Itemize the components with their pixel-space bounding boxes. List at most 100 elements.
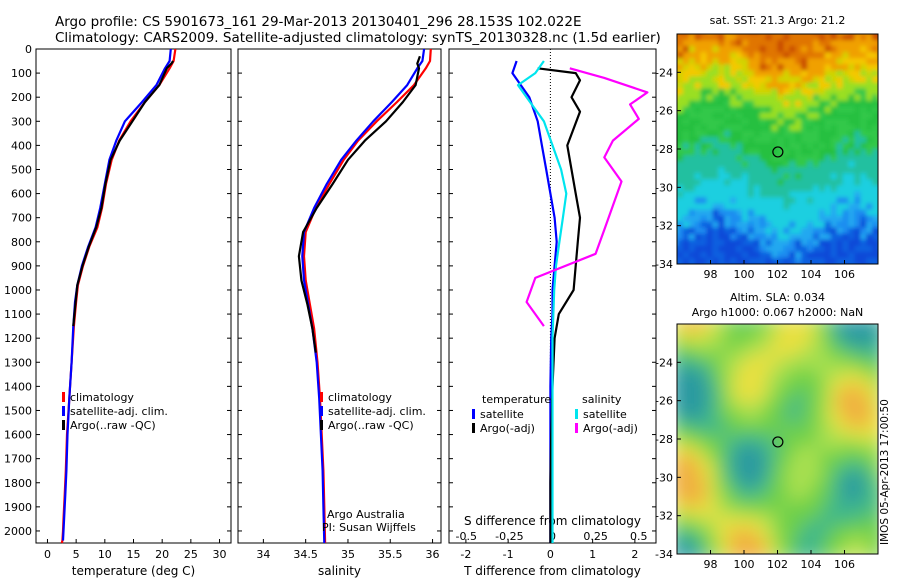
map-cell bbox=[736, 100, 743, 108]
map-cell bbox=[682, 420, 690, 428]
map-cell bbox=[700, 136, 708, 144]
map-cell bbox=[854, 336, 861, 343]
map-cell bbox=[795, 94, 802, 102]
map-cell bbox=[736, 529, 743, 537]
map-cell bbox=[688, 451, 696, 458]
map-cell bbox=[836, 167, 844, 174]
map-cell bbox=[771, 469, 779, 476]
map-cell bbox=[801, 185, 808, 192]
map-cell bbox=[759, 324, 767, 331]
map-cell bbox=[789, 112, 796, 120]
map-cell bbox=[807, 136, 814, 144]
map-cell bbox=[682, 239, 690, 247]
map-cell bbox=[712, 251, 719, 259]
map-cell bbox=[694, 245, 702, 253]
map-cell bbox=[807, 451, 814, 458]
map-cell bbox=[842, 463, 849, 470]
map-cell bbox=[813, 535, 820, 543]
map-cell bbox=[818, 342, 826, 349]
map-cell bbox=[860, 523, 867, 531]
map-cell bbox=[682, 58, 690, 65]
map-cell bbox=[818, 209, 826, 217]
map-cell bbox=[759, 124, 767, 132]
map-cell bbox=[765, 161, 773, 168]
map-cell bbox=[682, 390, 690, 398]
map-cell bbox=[712, 70, 719, 77]
map-cell bbox=[866, 511, 873, 519]
map-cell bbox=[730, 451, 737, 458]
map-cell bbox=[818, 142, 826, 150]
map-cell bbox=[801, 215, 808, 223]
map-cell bbox=[688, 378, 696, 386]
map-cell bbox=[724, 155, 731, 162]
map-cell bbox=[795, 52, 802, 59]
map-cell bbox=[747, 402, 755, 410]
map-cell bbox=[824, 402, 832, 410]
map-cell bbox=[795, 372, 802, 380]
map-cell bbox=[842, 167, 849, 174]
map-cell bbox=[860, 239, 867, 247]
map-cell bbox=[866, 457, 873, 464]
map-cell bbox=[807, 348, 814, 355]
map-cell bbox=[700, 40, 708, 47]
map-cell bbox=[759, 136, 767, 144]
map-cell bbox=[807, 52, 814, 59]
map-cell bbox=[813, 396, 820, 404]
map-cell bbox=[718, 529, 725, 537]
map-cell bbox=[700, 233, 708, 241]
map-cell bbox=[682, 185, 690, 192]
map-cell bbox=[777, 451, 784, 458]
map-cell bbox=[783, 46, 790, 53]
legend-swatch bbox=[320, 392, 323, 402]
map-cell bbox=[724, 227, 731, 235]
map-cell bbox=[789, 554, 796, 561]
map-cell bbox=[866, 360, 873, 367]
map-cell bbox=[724, 354, 731, 361]
map-cell bbox=[677, 487, 684, 495]
map-cell bbox=[682, 82, 690, 90]
map-cell bbox=[866, 541, 873, 549]
map-cell bbox=[753, 396, 761, 404]
map-cell bbox=[789, 185, 796, 192]
map-cell bbox=[688, 330, 696, 337]
map-cell bbox=[866, 481, 873, 489]
map-cell bbox=[747, 94, 755, 102]
legend-swatch bbox=[575, 409, 578, 419]
map-cell bbox=[706, 451, 714, 458]
map-cell bbox=[801, 432, 808, 440]
map-cell bbox=[813, 487, 820, 495]
map-cell bbox=[730, 432, 737, 440]
map-cell bbox=[830, 469, 838, 476]
map-cell bbox=[848, 481, 855, 489]
map-cell bbox=[848, 203, 855, 211]
map-cell bbox=[694, 535, 702, 543]
map-ytick-label: -26 bbox=[655, 395, 673, 408]
map-cell bbox=[824, 517, 832, 525]
map-cell bbox=[777, 94, 784, 102]
map-cell bbox=[730, 64, 737, 71]
map-cell bbox=[783, 360, 790, 367]
map-cell bbox=[747, 451, 755, 458]
map-cell bbox=[724, 463, 731, 470]
map-cell bbox=[724, 432, 731, 440]
map-cell bbox=[807, 34, 814, 41]
map-cell bbox=[795, 541, 802, 549]
map-cell bbox=[765, 88, 773, 96]
map-cell bbox=[677, 227, 684, 235]
map-cell bbox=[842, 445, 849, 452]
map-cell bbox=[706, 58, 714, 65]
map-cell bbox=[860, 439, 867, 446]
map-cell bbox=[789, 239, 796, 247]
map-cell bbox=[818, 390, 826, 398]
map-cell bbox=[712, 118, 719, 126]
map-cell bbox=[742, 487, 749, 495]
map-cell bbox=[688, 432, 696, 440]
map-cell bbox=[860, 149, 867, 156]
map-cell bbox=[682, 155, 690, 162]
xtick-label: 34 bbox=[256, 548, 270, 561]
map-cell bbox=[807, 324, 814, 331]
map-cell bbox=[736, 155, 743, 162]
map-cell bbox=[677, 511, 684, 519]
map-cell bbox=[813, 420, 820, 428]
map-cell bbox=[795, 179, 802, 186]
